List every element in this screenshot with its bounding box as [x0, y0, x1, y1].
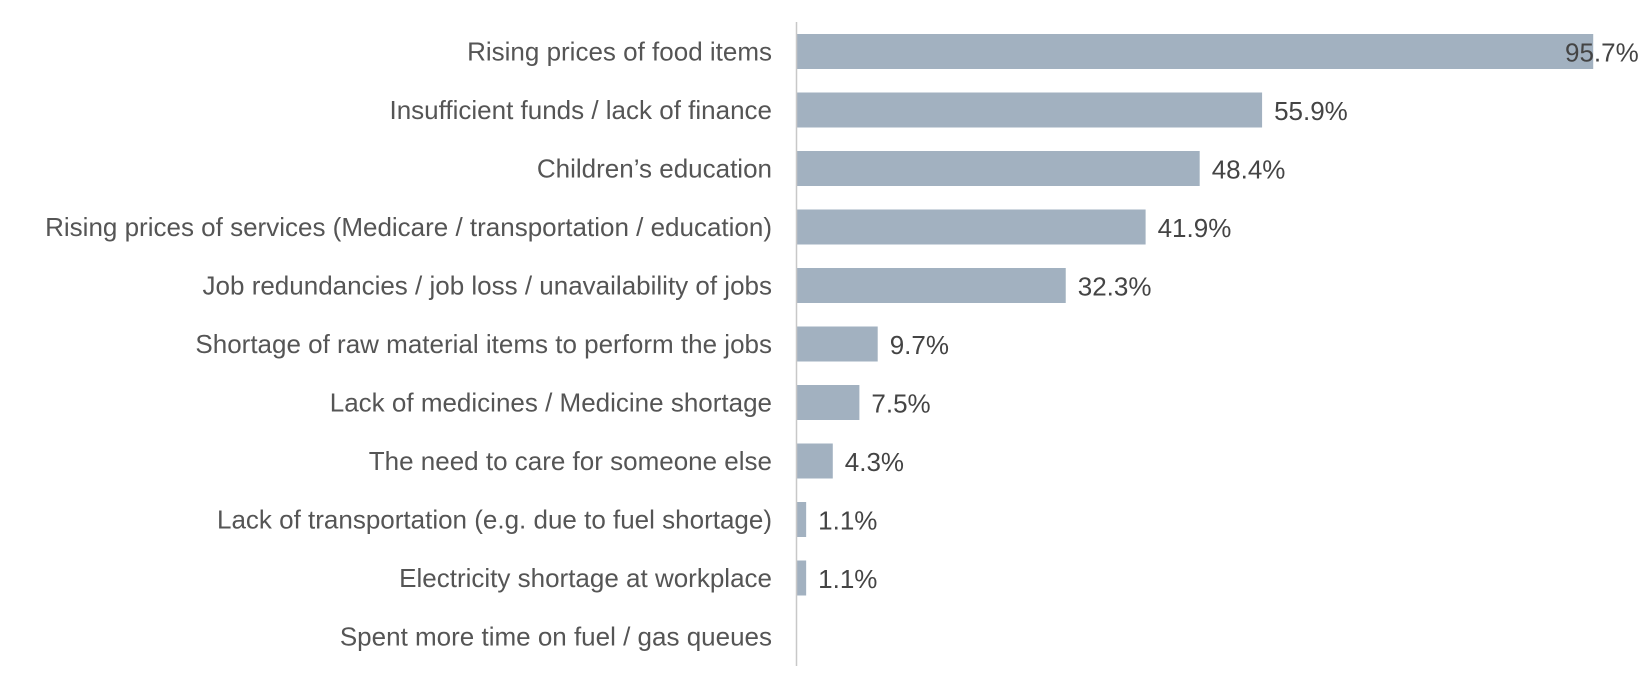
bar [797, 151, 1200, 186]
bar [797, 326, 878, 362]
bar [797, 268, 1066, 303]
category-label: Insufficient funds / lack of finance [389, 95, 772, 125]
value-label: 7.5% [871, 389, 930, 419]
bar [797, 443, 833, 479]
bar [797, 560, 807, 596]
category-label: Lack of transportation (e.g. due to fuel… [217, 505, 772, 535]
category-label: Shortage of raw material items to perfor… [195, 329, 772, 359]
value-label: 1.1% [818, 564, 877, 594]
category-label: Electricity shortage at workplace [399, 563, 772, 593]
value-label: 95.7% [1565, 38, 1639, 68]
bar [797, 34, 1594, 69]
category-label: Lack of medicines / Medicine shortage [330, 388, 772, 418]
bar [797, 209, 1146, 245]
value-label: 9.7% [890, 330, 949, 360]
category-label: Rising prices of services (Medicare / tr… [45, 212, 772, 242]
bar [797, 92, 1263, 128]
category-label: Job redundancies / job loss / unavailabi… [203, 271, 772, 301]
category-label: Rising prices of food items [467, 37, 772, 67]
bar [797, 385, 860, 420]
bar [797, 502, 807, 537]
category-label: Spent more time on fuel / gas queues [340, 622, 772, 652]
value-label: 32.3% [1078, 272, 1152, 302]
labels-layer: Rising prices of food items 95.7% Insuffic… [45, 37, 1639, 652]
value-label: 55.9% [1274, 96, 1348, 126]
value-label: 4.3% [845, 447, 904, 477]
bars-layer [797, 34, 1594, 596]
value-label: 48.4% [1212, 155, 1286, 185]
category-label: The need to care for someone else [369, 446, 772, 476]
value-label: 41.9% [1158, 213, 1232, 243]
category-label: Children’s education [537, 154, 772, 184]
value-label: 1.1% [818, 506, 877, 536]
